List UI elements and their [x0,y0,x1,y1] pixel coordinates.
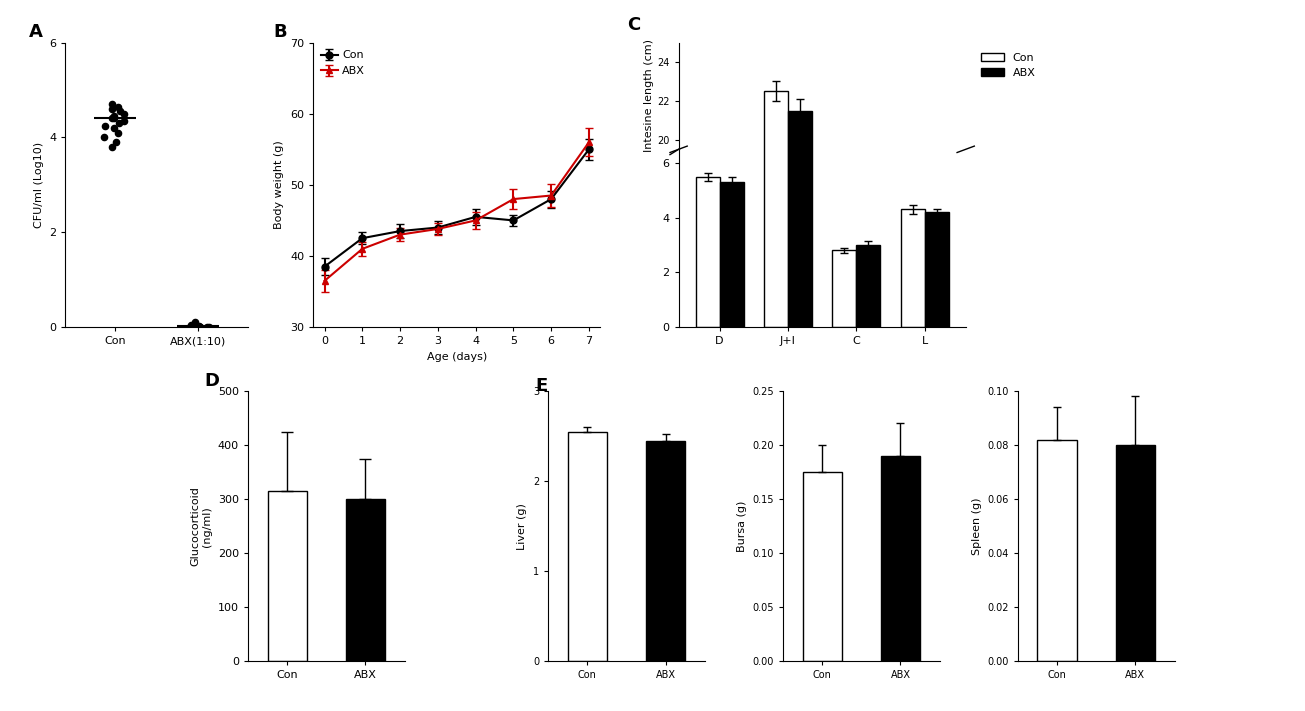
Point [114,115,134,127]
Point [181,319,202,331]
Point [184,321,205,333]
Bar [900,210,925,327]
Y-axis label: Spleen (g): Spleen (g) [972,498,981,555]
Point [187,321,207,333]
Point [102,141,123,153]
Point [94,132,115,143]
Bar [900,444,925,528]
Y-axis label: Intesine length (cm): Intesine length (cm) [645,40,654,152]
Legend: Con, ABX: Con, ABX [318,48,367,78]
Bar [696,421,719,528]
Text: D: D [204,372,219,390]
Y-axis label: Liver (g): Liver (g) [517,503,527,550]
Point [187,321,207,333]
Point [181,321,202,333]
Point [184,316,205,328]
Y-axis label: Bursa (g): Bursa (g) [737,501,746,552]
Text: B: B [273,23,287,41]
Bar [833,250,856,327]
Point [184,321,205,333]
Point [189,321,210,333]
Point [114,108,134,119]
Text: C: C [626,16,641,34]
Bar [856,245,881,327]
Point [103,110,124,122]
Bar [925,212,949,327]
Bar [696,176,719,327]
Bar [1037,439,1077,661]
Point [180,321,201,333]
Bar [881,456,920,661]
Bar [925,446,949,528]
Bar [1116,445,1155,661]
Bar [568,432,607,661]
Bar [856,469,881,528]
Point [102,99,123,110]
Text: E: E [535,377,547,395]
Bar [833,473,856,528]
Point [108,117,129,129]
Point [102,112,123,123]
Bar [346,499,385,661]
Y-axis label: Glucocorticoid
(ng/ml): Glucocorticoid (ng/ml) [191,486,213,566]
Bar [788,0,812,327]
Point [188,321,209,333]
Bar [803,472,842,661]
Point [198,321,219,333]
Bar [268,491,307,661]
Bar [788,110,812,528]
Point [110,106,130,117]
Point [108,101,129,112]
Point [189,321,210,333]
Text: A: A [29,23,43,41]
Y-axis label: CFU/ml (Log10): CFU/ml (Log10) [34,141,43,228]
Point [196,321,217,333]
Bar [719,182,744,327]
Point [103,113,124,124]
Point [107,127,128,139]
Point [188,321,209,332]
Bar [763,91,788,528]
Point [94,120,115,132]
Bar [763,0,788,327]
Point [104,122,125,134]
Point [179,321,200,333]
Legend: Con, ABX: Con, ABX [977,48,1040,82]
Bar [719,424,744,528]
Point [106,137,127,148]
Bar [646,441,685,661]
X-axis label: Age (days): Age (days) [427,352,487,362]
Point [183,319,204,331]
Y-axis label: Body weight (g): Body weight (g) [274,141,284,229]
Point [102,103,123,114]
